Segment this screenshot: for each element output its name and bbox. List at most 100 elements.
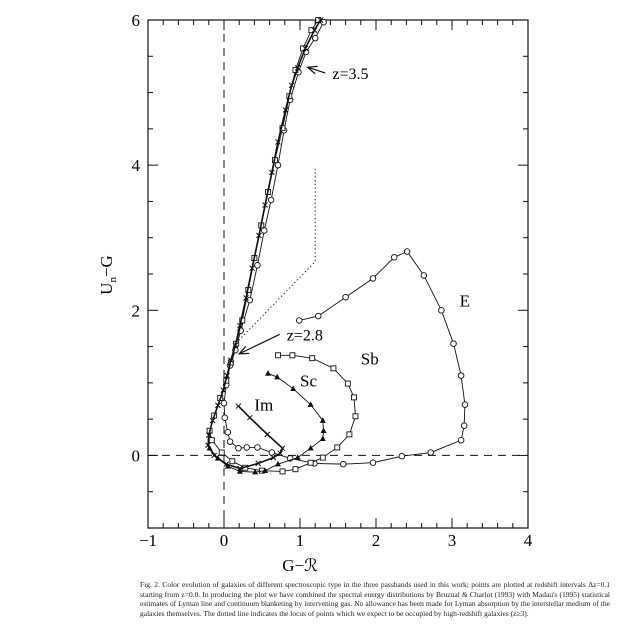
triangle-marker (319, 435, 326, 442)
circle-marker (268, 449, 276, 456)
x-tick-label: 2 (372, 531, 381, 550)
caption-line: starting from z=0.0. In producing the pl… (140, 589, 610, 599)
x-tick-label: 3 (448, 531, 457, 550)
color-color-plot: −1 0 1 2 3 4 0 2 4 6 z=3.5 z=2.8 E Sb Sc Im G−ℛ Un−G (97, 11, 533, 575)
caption-line: Fig. 2. Color evolution of galaxies of d… (140, 580, 610, 589)
circle-marker (450, 340, 457, 347)
circle-marker (311, 34, 319, 42)
circle-marker (267, 196, 275, 204)
cross-marker (311, 27, 318, 34)
square-marker (330, 365, 337, 372)
caption-line: estimates of Lyman line and continuum bl… (140, 599, 610, 608)
cross-marker (282, 107, 289, 113)
square-marker (319, 454, 326, 461)
arrow-line (307, 66, 326, 74)
y-tick-label: 6 (132, 11, 141, 30)
redshift-annotation: z=3.5 (332, 66, 368, 83)
cross-marker (237, 465, 243, 472)
square-marker (229, 458, 236, 465)
circle-marker (274, 161, 282, 169)
circle-marker (243, 444, 251, 451)
cross-marker (211, 452, 217, 459)
square-marker (292, 466, 299, 473)
circle-marker (295, 317, 303, 324)
x-tick-label: 1 (296, 531, 305, 550)
circle-marker (457, 372, 465, 379)
square-marker (279, 468, 286, 475)
square-marker (351, 394, 357, 401)
cross-marker (243, 295, 249, 301)
x-tick-label: 0 (220, 531, 229, 550)
dotted-locus-line (235, 168, 316, 344)
series-label: Sc (300, 371, 317, 390)
triangle-marker (307, 401, 314, 407)
cross-marker (277, 450, 284, 457)
cross-marker (227, 357, 234, 364)
series-im (205, 17, 324, 472)
circle-marker (398, 452, 406, 460)
square-marker (218, 449, 225, 456)
cross-marker (255, 460, 262, 467)
cross-marker (246, 414, 253, 421)
x-tick-label: −1 (139, 531, 157, 550)
x-tick-label: 4 (524, 531, 533, 550)
cross-marker (223, 461, 230, 467)
circle-marker (438, 307, 445, 314)
circle-marker (460, 422, 468, 429)
series-line (209, 19, 356, 472)
redshift-annotation: z=2.8 (287, 327, 323, 344)
square-marker (346, 431, 353, 438)
cross-marker (205, 432, 212, 438)
triangle-marker (274, 373, 281, 380)
cross-marker (224, 372, 230, 379)
square-marker (352, 413, 359, 420)
circle-marker (340, 460, 347, 468)
cross-marker (262, 202, 268, 208)
svg-text:Un−G: Un−G (97, 255, 119, 295)
circle-marker (461, 401, 469, 408)
arrow-head-icon (306, 65, 318, 75)
cross-marker (270, 454, 277, 461)
triangle-marker (320, 427, 327, 434)
circle-marker (221, 414, 229, 421)
cross-marker (288, 82, 295, 89)
circle-marker (226, 438, 234, 445)
square-marker (208, 437, 215, 444)
cross-marker (256, 232, 262, 239)
circle-marker (369, 459, 377, 466)
circle-marker (420, 272, 428, 279)
cross-marker (302, 45, 309, 52)
y-tick-label: 4 (132, 156, 141, 175)
series-line (223, 21, 466, 465)
x-axis-label: G−ℛ (282, 556, 317, 575)
circle-marker (457, 436, 465, 444)
circle-marker (254, 262, 261, 269)
circle-marker (320, 18, 327, 26)
cross-marker (237, 322, 243, 329)
cross-marker (220, 387, 227, 393)
square-marker (307, 459, 314, 466)
y-axis-label: Un−G (97, 255, 119, 295)
cross-marker (249, 265, 255, 272)
triangle-marker (307, 444, 314, 451)
plot-frame (147, 19, 529, 529)
series-label: Im (254, 395, 273, 414)
figure-caption: Fig. 2. Color evolution of galaxies of d… (140, 580, 610, 618)
y-tick-label: 2 (132, 301, 141, 320)
circle-marker (254, 444, 261, 451)
triangle-marker (319, 417, 326, 423)
triangle-marker (274, 460, 281, 467)
circle-marker (342, 293, 349, 301)
cross-marker (279, 445, 286, 452)
circle-marker (246, 296, 254, 304)
series-label: E (460, 292, 470, 311)
square-marker (344, 380, 351, 387)
cross-marker (209, 417, 216, 424)
cross-marker (317, 17, 324, 23)
circle-marker (235, 444, 242, 452)
series-sb (206, 17, 359, 475)
arrow-line (238, 333, 281, 355)
triangle-marker (290, 385, 297, 391)
triangle-marker (265, 370, 272, 376)
triangle-marker (262, 467, 269, 473)
